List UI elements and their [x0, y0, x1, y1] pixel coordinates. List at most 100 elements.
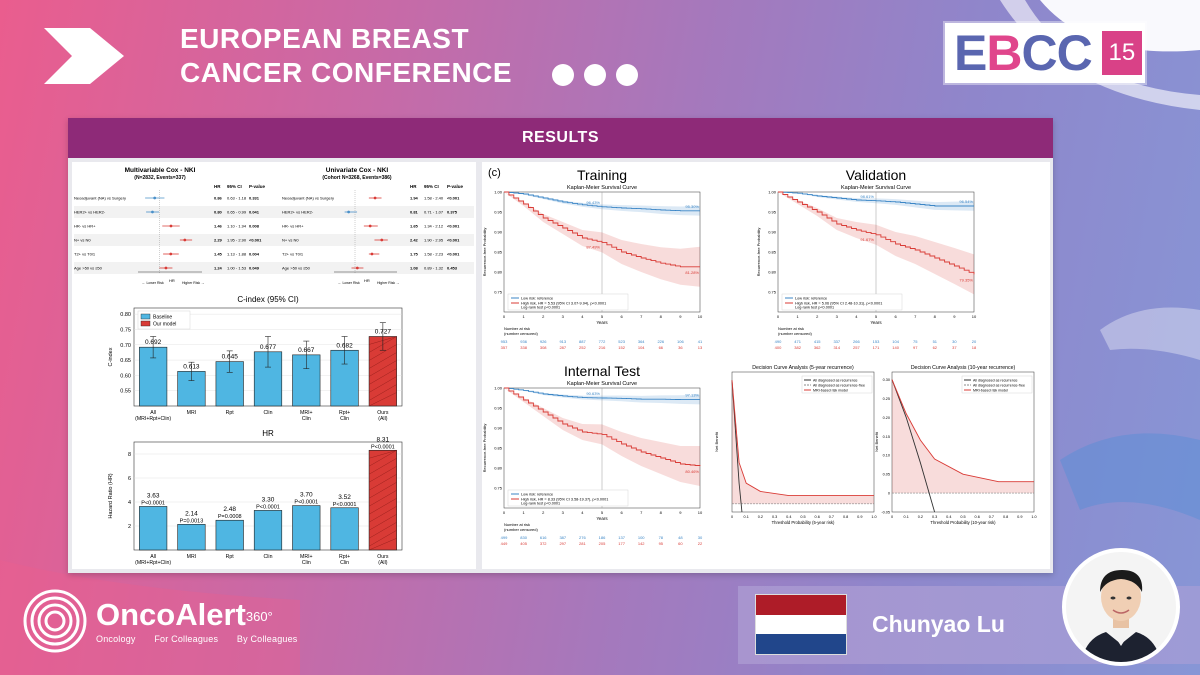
- bar-hatch: [368, 344, 397, 361]
- km-ci-band: [504, 388, 700, 486]
- km-at-risk-high: 216: [599, 345, 606, 350]
- km-ytick: 0.75: [768, 290, 777, 295]
- bar-value-label: 3.30: [262, 496, 275, 503]
- bar-baseline: [292, 505, 321, 551]
- km-at-risk-high: 66: [659, 345, 664, 350]
- forest-row-label-uni: Age >50 vs ≤50: [282, 266, 311, 271]
- km-5yr-label: 96.43%: [586, 200, 600, 205]
- bar-hatch: [368, 376, 397, 393]
- bar-hatch: [368, 482, 397, 499]
- km-xtick: 8: [934, 314, 937, 319]
- km-xtick: 9: [953, 314, 956, 319]
- forest-hr: 1.46: [214, 224, 223, 229]
- km-at-risk-low: 772: [599, 339, 606, 344]
- bar-value-label: 0.613: [183, 363, 200, 370]
- bar-hatch: [368, 474, 397, 491]
- bar-xtick: Rpt: [226, 554, 235, 560]
- km-legend-low: Low risk: reference: [521, 493, 553, 497]
- km-xtick: 0: [503, 510, 506, 515]
- dca-ytick: 0.25: [883, 397, 890, 401]
- bar-hatch: [368, 514, 397, 531]
- bar-hatch: [368, 360, 397, 377]
- km-xtick: 5: [601, 510, 604, 515]
- km-at-risk-low: 830: [520, 535, 527, 540]
- km-end-label: 81.28%: [685, 270, 699, 275]
- forest-hr: 0.80: [214, 210, 223, 215]
- km-xtick: 3: [562, 314, 565, 319]
- km-at-risk-low: 75: [913, 339, 918, 344]
- legend-ours: Our model: [153, 322, 176, 328]
- km-xtick: 5: [601, 314, 604, 319]
- dca-ytick: 0.10: [883, 454, 890, 458]
- km-at-risk-low: 490: [775, 339, 782, 344]
- dca-xtick: 1.0: [1031, 515, 1036, 519]
- badge-letter-e: E: [954, 25, 987, 81]
- km-at-risk-low: 48: [678, 535, 683, 540]
- km-xtick: 6: [620, 510, 623, 515]
- dca-xtick: 0.7: [989, 515, 994, 519]
- km-xlabel: Years: [596, 516, 608, 521]
- km-at-risk-high: 60: [678, 541, 683, 546]
- bar-xtick: All: [150, 410, 156, 416]
- dca-model: [731, 380, 874, 496]
- forest-ci-uni: 0.89 - 1.32: [424, 266, 444, 271]
- speaker-avatar: [1062, 548, 1180, 666]
- km-at-risk-high: 308: [540, 345, 547, 350]
- km-legend-low: Low risk: reference: [795, 297, 827, 301]
- forest-col-ci: 95% CI: [227, 184, 242, 189]
- km-at-risk-low: 523: [618, 339, 625, 344]
- forest-plot: Multivariable Cox - NKI (N=2832, Events=…: [74, 167, 474, 285]
- km-at-risk-high: 400: [775, 345, 782, 350]
- badge-letter-cc: CC: [1021, 25, 1092, 81]
- km-xtick: 7: [640, 314, 643, 319]
- dca-legend-label: All diagnosed as recurrence-free: [813, 384, 865, 388]
- dca-title: Decision Curve Analysis (5-year recurren…: [752, 365, 854, 371]
- km-ylabel: Recurrence-free Probability: [482, 228, 487, 277]
- km-xtick: 2: [542, 510, 545, 515]
- bar-xtick: (All): [378, 416, 387, 422]
- forest-row-label: HER2+ vs HER2-: [74, 210, 106, 215]
- km-logrank: Log-rank test p<0.0001: [521, 502, 560, 506]
- km-xlabel: Years: [596, 320, 608, 325]
- forest-hr-uni: 0.81: [410, 210, 419, 215]
- bar-pvalue-label: P<0.0001: [141, 500, 165, 506]
- km-xtick: 2: [816, 314, 819, 319]
- bar-value-label: 3.63: [147, 492, 160, 499]
- forest-point-uni: [347, 210, 351, 214]
- km-at-risk-low: 186: [599, 535, 606, 540]
- km-at-risk-low: 616: [540, 535, 547, 540]
- forest-row-label: HR- vs HR+: [74, 224, 96, 229]
- title-line-2: CANCER CONFERENCE: [180, 57, 513, 88]
- forest-axis-left: ← Lower Risk: [142, 281, 164, 285]
- oncoalert-logo: OncoAlert360° Oncology For Colleagues By…: [22, 588, 314, 654]
- forest-p: 0.049: [249, 266, 260, 271]
- forest-hr: 1.24: [214, 266, 223, 271]
- forest-p-uni: <0.001: [447, 196, 460, 201]
- bar-xtick: All: [150, 554, 156, 560]
- bar-xtick: (All): [378, 560, 387, 566]
- dca-xtick: 0.3: [932, 515, 937, 519]
- dca-ytick: 0.15: [883, 435, 890, 439]
- bar-xtick: Ours: [377, 410, 389, 416]
- dca-xtick: 0.1: [904, 515, 909, 519]
- km-at-risk-high: 97: [913, 345, 918, 350]
- forest-left-title: Multivariable Cox - NKI: [125, 167, 196, 174]
- bar-xtick: Clin: [340, 560, 349, 566]
- km-ytick: 1.00: [768, 190, 777, 195]
- bar-hatch: [368, 498, 397, 515]
- km-xtick: 1: [796, 314, 799, 319]
- chevron-arrow-icon: [44, 28, 124, 84]
- forest-col-hr: HR: [214, 184, 221, 189]
- forest-row-label: T2+ vs T0/1: [74, 252, 96, 257]
- km-at-risk-title: (number censored): [778, 331, 812, 336]
- legend-box: [137, 310, 191, 330]
- forest-row-label-uni: Neoadjuvant (NA) vs Surgery: [282, 196, 334, 201]
- bar-baseline: [139, 506, 168, 551]
- forest-p-uni: 0.375: [447, 210, 458, 215]
- forest-axis-mid-uni: HR: [364, 278, 370, 283]
- km-ytick: 0.90: [768, 230, 777, 235]
- dca-legend-box: [801, 375, 873, 394]
- km-at-risk-low: 100: [638, 535, 645, 540]
- bar-hatch: [368, 506, 397, 523]
- dca-ytick: 0.30: [883, 378, 890, 382]
